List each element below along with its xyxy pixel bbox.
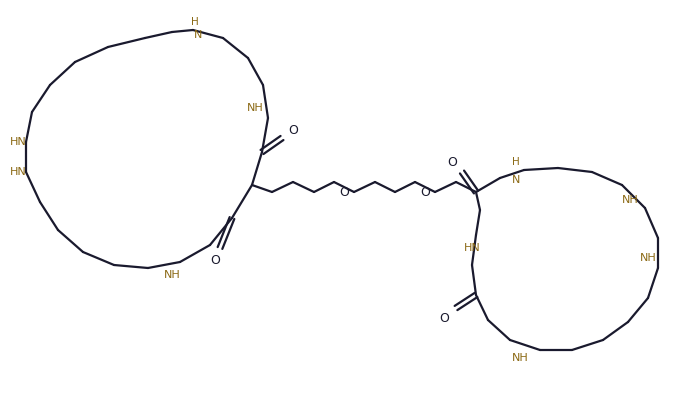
Text: O: O xyxy=(439,312,449,325)
Text: O: O xyxy=(420,186,430,199)
Text: H: H xyxy=(512,157,520,167)
Text: O: O xyxy=(210,254,220,267)
Text: HN: HN xyxy=(10,137,26,147)
Text: O: O xyxy=(339,186,349,199)
Text: NH: NH xyxy=(247,103,263,113)
Text: HN: HN xyxy=(464,243,480,253)
Text: H: H xyxy=(191,17,199,27)
Text: HN: HN xyxy=(10,167,26,177)
Text: NH: NH xyxy=(164,270,181,280)
Text: O: O xyxy=(447,156,457,169)
Text: NH: NH xyxy=(512,353,528,363)
Text: NH: NH xyxy=(640,253,656,263)
Text: N: N xyxy=(194,30,202,40)
Text: O: O xyxy=(288,124,298,137)
Text: NH: NH xyxy=(622,195,638,205)
Text: N: N xyxy=(512,175,520,185)
